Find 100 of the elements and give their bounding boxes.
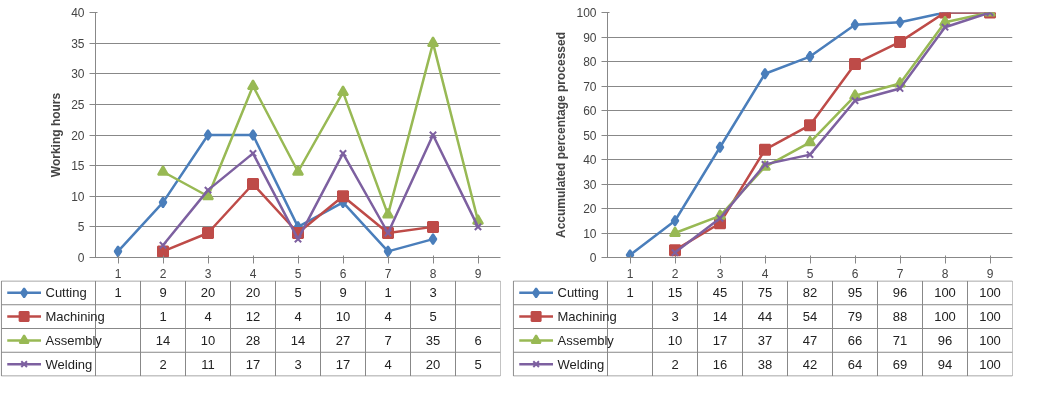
y-tick-label: 70 [583, 79, 597, 94]
x-tick-label: 8 [941, 266, 949, 281]
y-tick-label: 50 [583, 128, 597, 143]
x-tick-label: 4 [761, 266, 769, 281]
legend-label: Assembly [557, 332, 615, 348]
data-label: 5 [294, 285, 302, 301]
data-label: 69 [892, 356, 908, 372]
data-label: 9 [339, 285, 347, 301]
data-label: 54 [802, 309, 818, 325]
data-label: 79 [847, 309, 863, 325]
y-tick-label: 10 [583, 226, 597, 241]
data-label: 100 [979, 309, 1001, 325]
data-label: 100 [934, 309, 956, 325]
data-label: 1 [159, 309, 167, 325]
data-label: 17 [712, 332, 728, 348]
x-tick-label: 5 [806, 266, 814, 281]
data-label: 17 [245, 356, 261, 372]
data-label: 95 [847, 285, 863, 301]
data-label: 75 [757, 285, 773, 301]
data-label: 5 [429, 309, 437, 325]
y-tick-label: 35 [71, 36, 85, 51]
data-label: 4 [204, 309, 212, 325]
legend-label: Assembly [45, 332, 103, 348]
data-label: 10 [200, 332, 216, 348]
x-tick-label: 2 [159, 266, 167, 281]
y-tick-label: 20 [583, 202, 597, 216]
y-tick-label: 40 [583, 153, 597, 167]
data-label: 20 [245, 285, 261, 301]
x-tick-label: 9 [986, 266, 994, 281]
x-tick-label: 3 [204, 266, 212, 281]
data-label: 3 [429, 285, 437, 301]
legend-label: Cutting [45, 285, 87, 301]
data-label: 16 [712, 356, 728, 372]
data-label: 44 [757, 309, 773, 325]
data-label: 42 [802, 356, 818, 372]
data-label: 15 [667, 285, 683, 301]
legend-label: Machining [557, 309, 617, 325]
data-label: 11 [201, 356, 215, 372]
data-label: 10 [335, 309, 351, 325]
x-tick-label: 7 [384, 266, 392, 281]
data-label: 94 [937, 356, 953, 372]
data-label: 1 [626, 285, 634, 301]
x-tick-label: 5 [294, 266, 302, 281]
x-tick-label: 3 [716, 266, 724, 281]
data-label: 4 [384, 309, 392, 325]
data-label: 27 [335, 332, 351, 348]
data-label: 5 [474, 356, 482, 372]
x-tick-label: 1 [114, 266, 122, 281]
data-label: 28 [245, 332, 261, 348]
data-label: 1 [114, 285, 122, 301]
data-label: 37 [757, 332, 773, 348]
x-tick-label: 7 [896, 266, 904, 281]
y-tick-label: 100 [576, 6, 597, 20]
y-tick-label: 0 [77, 251, 85, 265]
legend-label: Welding [45, 356, 93, 372]
x-tick-label: 2 [671, 266, 679, 281]
x-tick-label: 8 [429, 266, 437, 281]
data-label: 2 [671, 356, 679, 372]
data-label: 96 [892, 285, 908, 301]
data-label: 4 [294, 309, 302, 325]
y-tick-label: 40 [71, 6, 85, 20]
data-label: 14 [290, 332, 306, 348]
data-label: 12 [245, 309, 261, 325]
data-label: 7 [384, 332, 392, 348]
data-label: 4 [384, 356, 392, 372]
y-tick-label: 60 [583, 104, 597, 118]
data-label: 1 [384, 285, 392, 301]
data-label: 100 [934, 285, 956, 301]
legend-label: Machining [45, 309, 105, 325]
legend-label: Cutting [557, 285, 599, 301]
data-label: 2 [159, 356, 167, 372]
legend-label: Welding [557, 356, 605, 372]
y-tick-label: 25 [71, 97, 85, 112]
data-label: 100 [979, 332, 1001, 348]
data-label: 35 [425, 332, 441, 348]
data-label: 66 [847, 332, 863, 348]
data-label: 14 [712, 309, 728, 325]
y-tick-label: 30 [71, 67, 85, 82]
data-label: 82 [802, 285, 818, 301]
data-label: 9 [159, 285, 167, 301]
y-tick-label: 80 [583, 55, 597, 69]
data-label: 17 [335, 356, 351, 372]
y-tick-label: 20 [71, 128, 85, 143]
data-label: 10 [667, 332, 683, 348]
y-tick-label: 0 [589, 251, 597, 265]
y-axis-title: Accumulated percentage processed [554, 31, 569, 239]
data-label: 100 [979, 285, 1001, 301]
data-label: 38 [757, 356, 773, 372]
y-tick-label: 90 [583, 30, 597, 45]
data-label: 14 [155, 332, 171, 348]
data-label: 45 [712, 285, 728, 301]
data-label: 47 [802, 332, 818, 348]
data-label: 20 [200, 285, 216, 301]
data-label: 20 [425, 356, 441, 372]
y-tick-label: 30 [583, 177, 597, 192]
y-tick-label: 5 [77, 220, 85, 235]
x-tick-label: 4 [249, 266, 257, 281]
x-tick-label: 1 [626, 266, 634, 281]
y-axis-title: Working hours [49, 92, 64, 178]
x-tick-label: 6 [339, 266, 347, 281]
